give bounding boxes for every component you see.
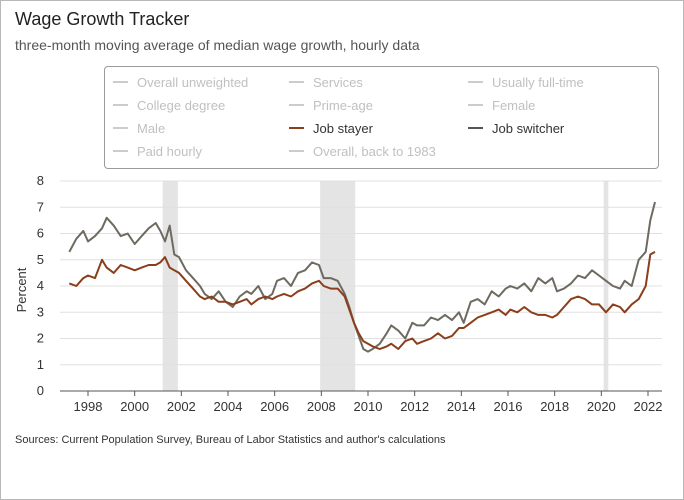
series (68, 201, 656, 353)
legend-line-icon (468, 81, 483, 83)
y-tick-label: 2 (37, 331, 44, 346)
legend-line-icon (468, 104, 483, 106)
legend-item-services[interactable]: Services (289, 73, 363, 91)
legend-item-overall-back-to-1983[interactable]: Overall, back to 1983 (289, 142, 436, 160)
x-tick-label: 2000 (120, 399, 149, 414)
chart-title: Wage Growth Tracker (15, 9, 190, 29)
chart-subtitle: three-month moving average of median wag… (15, 37, 420, 53)
y-tick-label: 5 (37, 252, 44, 267)
legend-item-male[interactable]: Male (113, 119, 165, 137)
legend-line-icon (289, 127, 304, 129)
y-tick-label: 8 (37, 173, 44, 188)
gridlines (60, 180, 662, 392)
legend-item-job-switcher[interactable]: Job switcher (468, 119, 564, 137)
y-tick-label: 0 (37, 383, 44, 398)
y-tick-label: 1 (37, 357, 44, 372)
x-tick-label: 2018 (540, 399, 569, 414)
legend-item-college-degree[interactable]: College degree (113, 96, 225, 114)
legend-item-paid-hourly[interactable]: Paid hourly (113, 142, 202, 160)
y-axis-label: Percent (14, 267, 29, 312)
source-note: Sources: Current Population Survey, Bure… (15, 434, 446, 446)
x-tick-label: 2010 (354, 399, 383, 414)
y-axis: 0 1 2 3 4 5 6 7 8 (37, 173, 44, 398)
x-tick-label: 2004 (214, 399, 243, 414)
legend-line-icon (113, 104, 128, 106)
series-line-job-stayer (68, 251, 656, 350)
x-tick-label: 2022 (634, 399, 663, 414)
x-tick-label: 2020 (587, 399, 616, 414)
x-tick-label: 2002 (167, 399, 196, 414)
legend-line-icon (113, 81, 128, 83)
x-tick-label: 1998 (74, 399, 103, 414)
legend-item-prime-age[interactable]: Prime-age (289, 96, 373, 114)
legend-item-overall-unweighted[interactable]: Overall unweighted (113, 73, 248, 91)
series-line-job-switcher (68, 201, 656, 353)
x-axis: 1998 2000 2002 2004 2006 2008 2010 2012 2014 2016… (74, 391, 663, 414)
y-tick-label: 7 (37, 199, 44, 214)
legend-item-female[interactable]: Female (468, 96, 535, 114)
x-tick-label: 2006 (260, 399, 289, 414)
legend-line-icon (289, 81, 304, 83)
x-tick-label: 2008 (307, 399, 336, 414)
legend-line-icon (113, 127, 128, 129)
y-tick-label: 4 (37, 278, 44, 293)
y-tick-label: 3 (37, 304, 44, 319)
legend-line-icon (289, 150, 304, 152)
x-tick-label: 2016 (494, 399, 523, 414)
legend-item-usually-full-time[interactable]: Usually full-time (468, 73, 584, 91)
legend-line-icon (468, 127, 483, 129)
legend-line-icon (289, 104, 304, 106)
line-chart: 0 1 2 3 4 5 6 7 8 1998 2000 2002 2004 2006 2008 2010 20… (14, 173, 663, 414)
x-tick-label: 2014 (447, 399, 476, 414)
legend-line-icon (113, 150, 128, 152)
legend: Overall unweighted Services Usually full… (104, 66, 659, 169)
y-tick-label: 6 (37, 226, 44, 241)
legend-item-job-stayer[interactable]: Job stayer (289, 119, 373, 137)
x-tick-label: 2012 (400, 399, 429, 414)
